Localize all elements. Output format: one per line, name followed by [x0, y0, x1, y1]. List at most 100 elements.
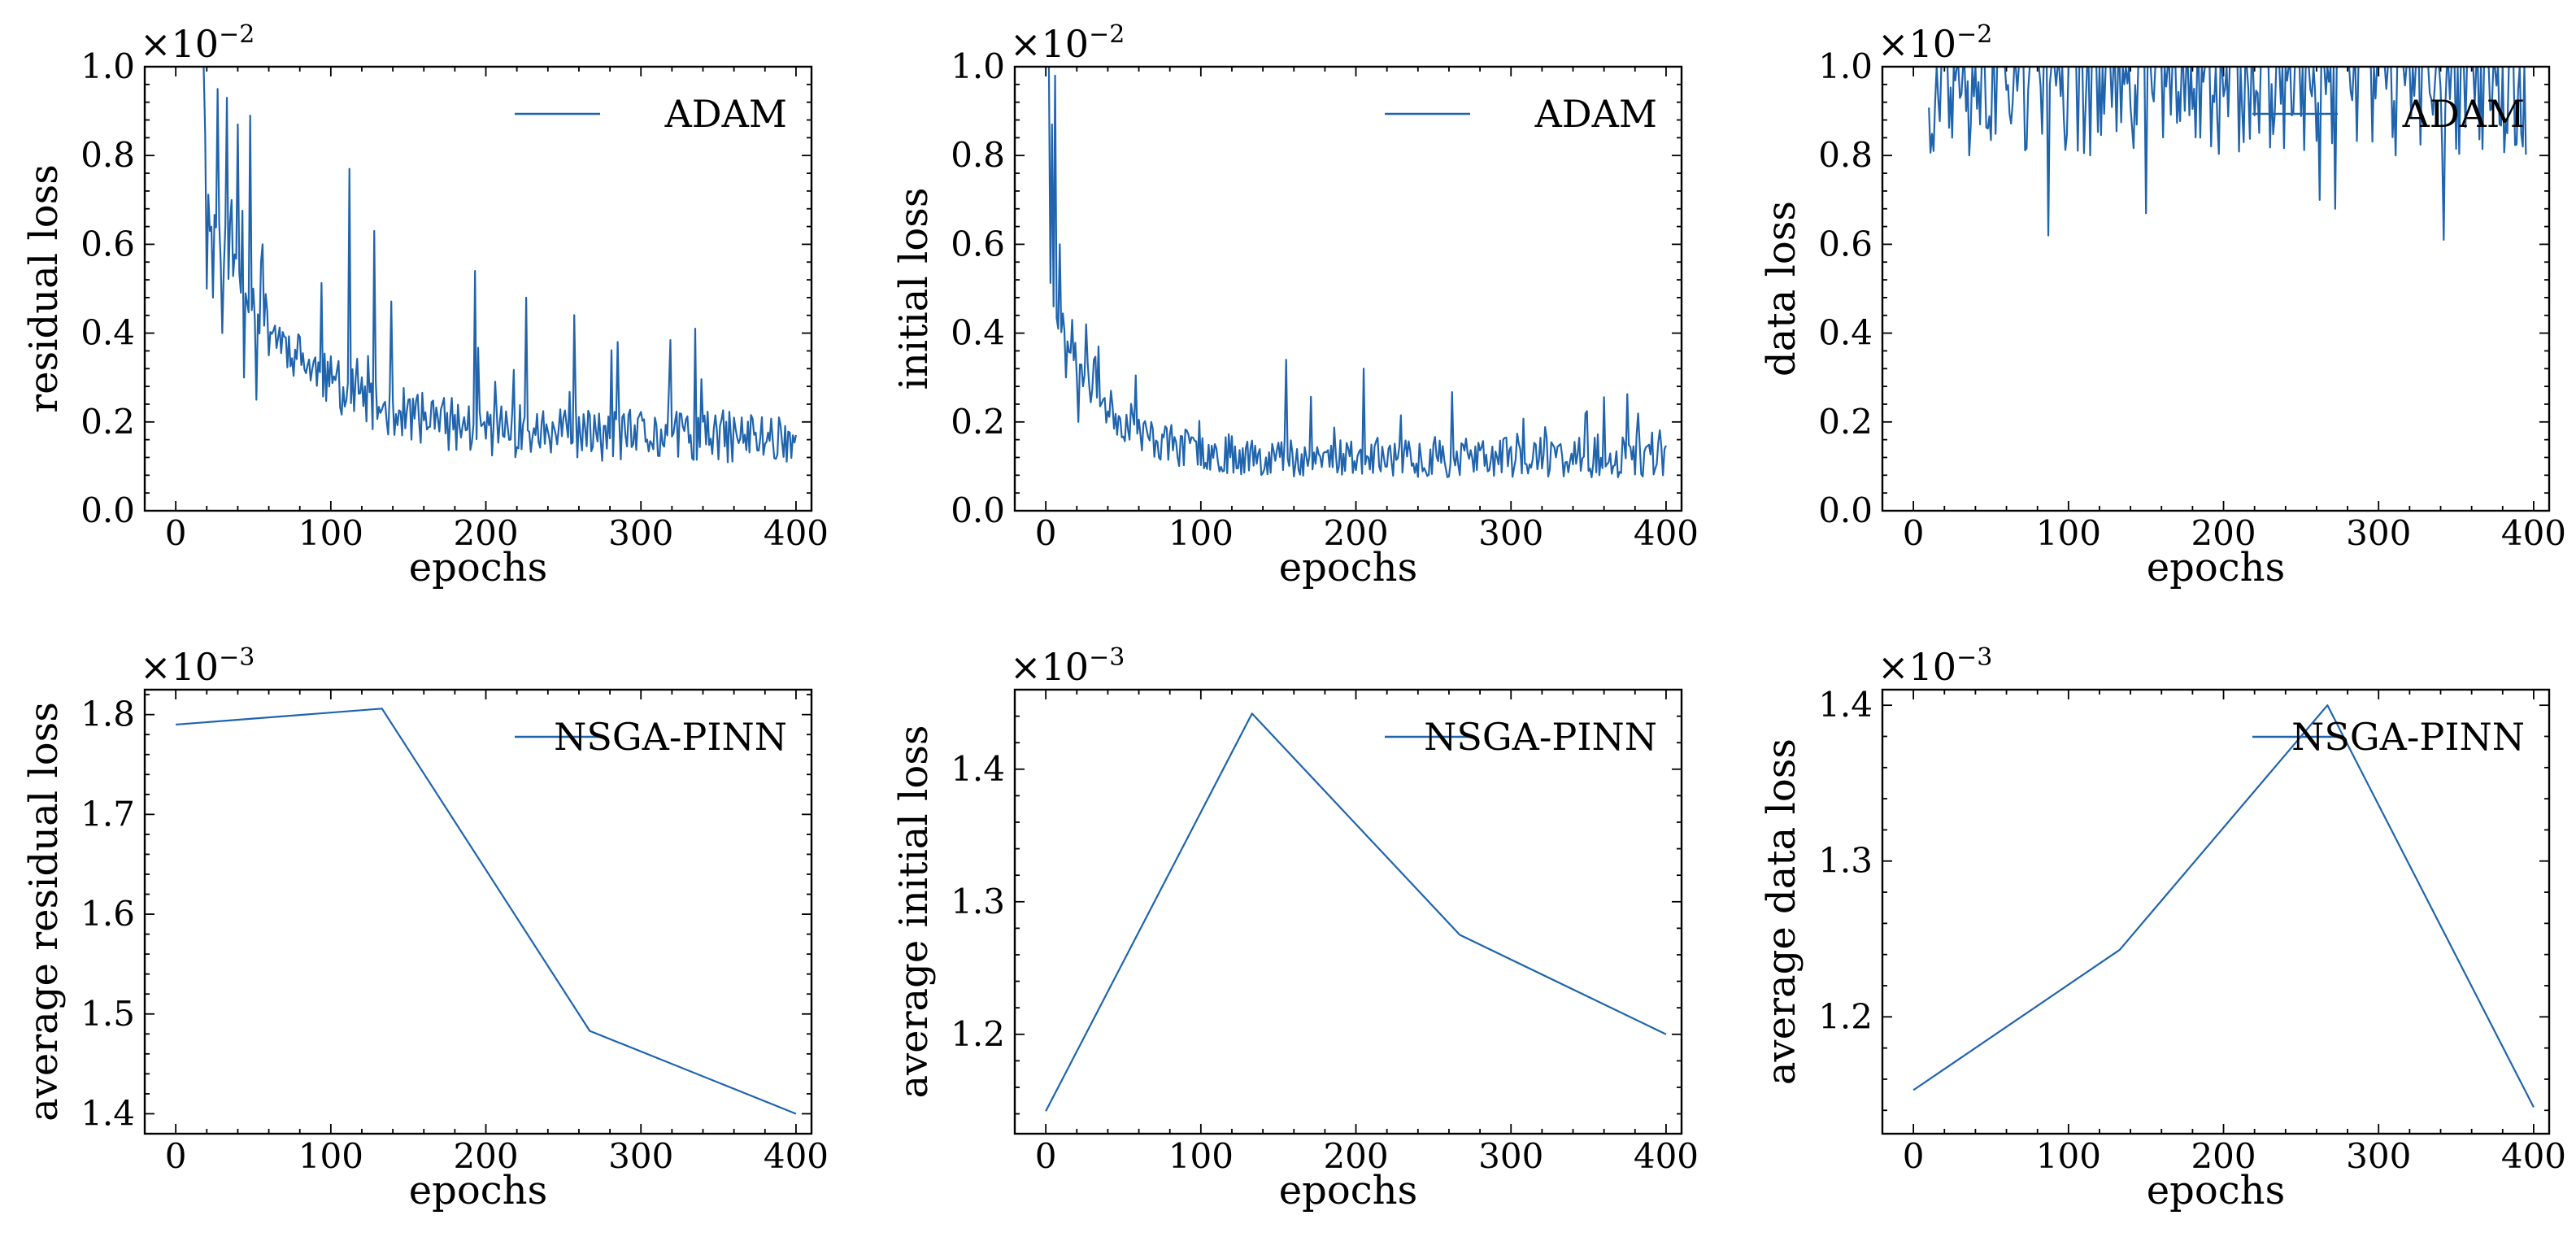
legend-label: ADAM [664, 92, 787, 136]
chart-panel-bottom-left: 0 100 200 300 400 1.4 1.5 1.6 1.7 1.8×10−3 NSGA-PI… [21, 643, 829, 1213]
x-tick-label: 100 [2036, 1136, 2101, 1176]
y-tick-label: 1.3 [951, 882, 1005, 921]
legend-label: NSGA-PINN [2291, 715, 2525, 759]
axis-multiplier: ×10−2 [140, 20, 255, 66]
y-tick-label: 1.6 [80, 894, 135, 934]
x-tick-label: 400 [2501, 1136, 2566, 1176]
y-tick-label: 0.4 [951, 313, 1005, 353]
x-tick-label: 200 [2191, 513, 2256, 553]
y-tick-label: 0.6 [1818, 224, 1873, 264]
y-tick-label: 0.6 [80, 224, 135, 264]
y-tick-label: 0.8 [951, 135, 1005, 175]
x-tick-label: 0 [1903, 1136, 1925, 1176]
series-line-nsga-pinn [1912, 704, 2535, 1108]
y-tick-label: 1.0 [951, 46, 1005, 86]
x-tick-label: 400 [764, 1136, 829, 1176]
y-tick-label: 1.8 [80, 695, 135, 734]
legend-label: NSGA-PINN [554, 715, 787, 759]
x-tick-label: 200 [1323, 1136, 1388, 1176]
axis-multiplier: ×10−3 [1010, 643, 1125, 689]
y-tick-label: 0.4 [1818, 313, 1873, 353]
axes-frame [1881, 65, 2551, 512]
series-line-nsga-pinn [1045, 712, 1667, 1112]
x-tick-label: 400 [2501, 513, 2566, 553]
x-axis-label: epochs [1279, 545, 1417, 590]
x-tick-label: 200 [453, 1136, 518, 1176]
x-tick-label: 0 [1035, 1136, 1057, 1176]
y-tick-label: 1.4 [80, 1093, 135, 1133]
y-tick-label: 1.5 [80, 994, 135, 1034]
x-tick-label: 200 [453, 513, 518, 553]
y-tick-label: 0.8 [1818, 135, 1873, 175]
y-tick-label: 0.0 [80, 490, 135, 530]
y-axis-label: average residual loss [21, 702, 67, 1122]
y-tick-label: 1.4 [951, 749, 1005, 789]
axis-multiplier: ×10−2 [1010, 20, 1125, 66]
y-axis-label: average data loss [1759, 738, 1804, 1085]
axes-frame [1013, 65, 1683, 512]
axes-frame [1013, 688, 1683, 1135]
x-axis-label: epochs [409, 545, 547, 590]
chart-panel-bottom-right: 0 100 200 300 400 1.2 1.3 1.4×10−3 NSGA-PINN epoc… [1759, 643, 2566, 1213]
y-tick-label: 1.2 [951, 1014, 1005, 1054]
y-tick-label: 1.3 [1818, 841, 1873, 881]
x-tick-label: 0 [1903, 513, 1925, 553]
legend-label: NSGA-PINN [1424, 715, 1657, 759]
chart-panel-top-left: 0 100 200 300 400 0.0 0.2 0.4 0.6 0.8 1.0×10−2 ADAM… [21, 20, 829, 590]
x-tick-label: 300 [2346, 513, 2411, 553]
x-tick-label: 400 [1634, 1136, 1699, 1176]
x-tick-label: 300 [2346, 1136, 2411, 1176]
legend-label: ADAM [2402, 92, 2525, 136]
x-tick-label: 100 [1168, 1136, 1234, 1176]
chart-panel-bottom-middle: 0 100 200 300 400 1.2 1.3 1.4 ×10−3 NSGA-PINN epoc… [891, 643, 1699, 1213]
x-tick-label: 300 [608, 513, 673, 553]
y-tick-label: 0.8 [80, 135, 135, 175]
y-tick-label: 0.6 [951, 224, 1005, 264]
y-axis-label: initial loss [891, 188, 937, 390]
x-tick-label: 300 [608, 1136, 673, 1176]
axis-multiplier: ×10−3 [140, 643, 255, 689]
x-axis-label: epochs [2147, 1168, 2285, 1213]
y-tick-label: 1.4 [1818, 685, 1873, 725]
series-line-adam [202, 67, 798, 464]
y-tick-label: 0.4 [80, 313, 135, 353]
y-axis-label: residual loss [21, 164, 67, 413]
x-tick-label: 100 [298, 1136, 363, 1176]
y-tick-label: 1.7 [80, 794, 135, 834]
legend-label: ADAM [1534, 92, 1657, 136]
x-tick-label: 300 [1478, 1136, 1543, 1176]
x-tick-label: 200 [1323, 513, 1388, 553]
y-tick-label: 1.0 [80, 46, 135, 86]
x-tick-label: 100 [298, 513, 363, 553]
x-tick-label: 300 [1478, 513, 1543, 553]
x-tick-label: 0 [1035, 513, 1057, 553]
y-tick-label: 1.2 [1818, 996, 1873, 1036]
axes-frame [1881, 688, 2551, 1135]
y-axis-label: average initial loss [891, 725, 937, 1098]
y-tick-label: 1.0 [1818, 46, 1873, 86]
x-axis-label: epochs [409, 1168, 547, 1213]
axis-multiplier: ×10−3 [1878, 643, 1992, 689]
series-line-nsga-pinn [176, 708, 797, 1115]
x-tick-label: 0 [165, 1136, 187, 1176]
y-tick-label: 0.0 [1818, 490, 1873, 530]
x-tick-label: 100 [1168, 513, 1234, 553]
chart-panel-top-right: 0 100 200 300 400 0.0 0.2 0.4 0.6 0.8 1.0×10−2 ADAM… [1759, 20, 2566, 590]
axes-frame [143, 65, 813, 512]
axes-frame [143, 688, 813, 1135]
y-tick-label: 0.0 [951, 490, 1005, 530]
series-line-adam [1928, 67, 2527, 242]
x-axis-label: epochs [2147, 545, 2285, 590]
y-tick-label: 0.2 [80, 402, 135, 442]
chart-panel-top-middle: 0 100 200 300 400 0.0 0.2 0.4 0.6 0.8 1.0×10−2 ADAM… [891, 20, 1699, 590]
x-tick-label: 400 [764, 513, 829, 553]
y-tick-label: 0.2 [1818, 402, 1873, 442]
x-axis-label: epochs [1279, 1168, 1417, 1213]
x-tick-label: 200 [2191, 1136, 2256, 1176]
x-tick-label: 0 [165, 513, 187, 553]
axis-multiplier: ×10−2 [1878, 20, 1992, 66]
x-tick-label: 400 [1634, 513, 1699, 553]
y-tick-label: 0.2 [951, 402, 1005, 442]
x-tick-label: 100 [2036, 513, 2101, 553]
